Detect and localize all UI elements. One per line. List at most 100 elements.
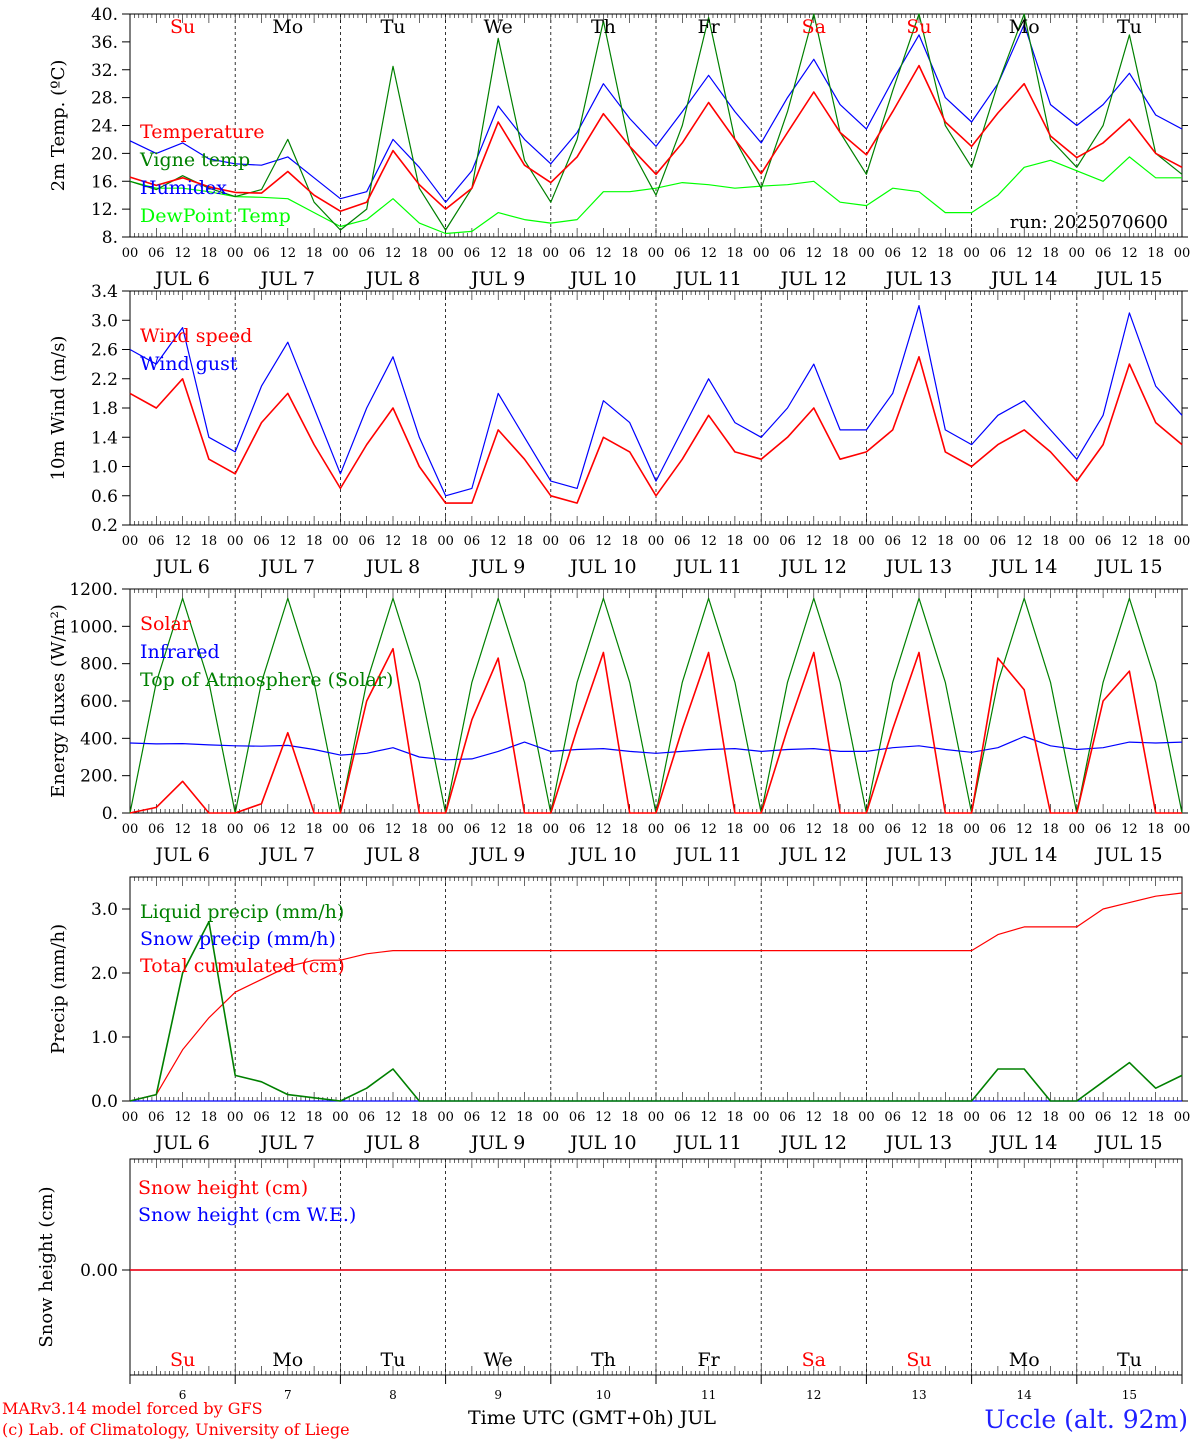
hour-label: 18 [306,246,323,261]
date-label: JUL 14 [989,1132,1057,1154]
hour-label: 00 [963,822,980,837]
hour-label: 06 [779,246,796,261]
legend-entry: Top of Atmosphere (Solar) [140,669,393,691]
y-tick-label: 400. [80,729,118,749]
hour-label: 18 [937,822,954,837]
hour-label: 00 [543,822,560,837]
y-tick-label: 0.00 [80,1261,118,1281]
date-label: JUL 9 [469,268,525,290]
hour-label: 18 [621,1110,638,1125]
hour-label: 18 [306,534,323,549]
hour-label: 00 [1174,534,1191,549]
hour-label: 18 [516,534,533,549]
hour-label: 00 [332,534,349,549]
hour-label: 06 [569,1110,586,1125]
date-label: JUL 9 [469,556,525,578]
day-number-label: 11 [701,1388,716,1402]
hour-label: 18 [727,534,744,549]
y-axis-label: 10m Wind (m/s) [48,336,69,481]
y-tick-label: 24. [91,117,118,137]
hour-label: 00 [1069,246,1086,261]
hour-label: 12 [700,534,717,549]
hour-label: 12 [385,822,402,837]
hour-label: 06 [569,534,586,549]
hour-label: 12 [280,822,297,837]
hour-label: 00 [227,1110,244,1125]
hour-label: 12 [700,246,717,261]
plot-frame [129,588,1183,814]
hour-label: 06 [1095,1110,1112,1125]
hour-label: 06 [1095,246,1112,261]
hour-label: 12 [911,534,928,549]
hour-label: 12 [385,534,402,549]
hour-label: 18 [201,534,218,549]
hour-label: 12 [806,1110,823,1125]
hour-label: 18 [621,534,638,549]
hour-label: 06 [779,1110,796,1125]
day-number-label: 15 [1122,1388,1137,1402]
day-number-label: 8 [389,1388,397,1402]
hour-label: 00 [648,534,665,549]
legend-entry: Liquid precip (mm/h) [140,901,344,923]
hour-label: 18 [201,822,218,837]
hour-label: 00 [543,534,560,549]
date-label: JUL 15 [1094,844,1162,866]
date-label: JUL 6 [153,1132,209,1154]
hour-label: 06 [358,246,375,261]
y-tick-label: 2.2 [91,370,118,390]
x-ticks [129,877,1183,1101]
date-label: JUL 12 [779,268,847,290]
y-tick-label: 0. [102,804,118,824]
panel-4: 0.0 1.0 2.0 3.0 Precip (mm/h) Liquid precip (… [48,876,1190,1154]
hour-label: 18 [832,534,849,549]
weekday-label-top: Su [170,16,195,38]
date-label: JUL 8 [364,1132,420,1154]
hour-label: 06 [1095,822,1112,837]
panel-2: 0.2 0.6 1.0 1.4 1.8 2.2 2.6 3.0 3.4 10m Wind (m/s… [48,282,1190,578]
x-ticks [129,291,1183,525]
hour-label: 00 [963,246,980,261]
date-label: JUL 12 [779,556,847,578]
hour-label: 06 [358,1110,375,1125]
hour-label: 00 [543,1110,560,1125]
weekday-label-bottom: Fr [697,1349,720,1371]
hour-label: 12 [280,246,297,261]
weekday-label-top: Mo [1009,16,1040,38]
date-label: JUL 15 [1094,556,1162,578]
hour-label: 00 [963,534,980,549]
weekday-label-top: Su [906,16,931,38]
date-label: JUL 6 [153,268,209,290]
day-number-label: 12 [806,1388,821,1402]
legend-entry: Wind speed [140,325,252,347]
date-label: JUL 10 [568,844,636,866]
panel-1: 8. 12. 16. 20. 24. 28. 32. 36. 40. 2m Temp. (ºC) T… [48,5,1190,290]
date-label: JUL 13 [884,556,952,578]
day-number-label: 10 [596,1388,611,1402]
day-number-label: 13 [911,1388,926,1402]
hour-label: 00 [1174,822,1191,837]
date-label: JUL 12 [779,1132,847,1154]
hour-label: 12 [700,1110,717,1125]
day-number-label: 14 [1017,1388,1033,1402]
series-line-temperature [129,64,1183,212]
hour-label: 00 [648,822,665,837]
hour-label: 00 [332,1110,349,1125]
x-axis-title: Time UTC (GMT+0h) JUL [468,1407,716,1429]
day-number-label: 9 [494,1388,502,1402]
hour-label: 18 [832,1110,849,1125]
date-label: JUL 7 [259,1132,315,1154]
hour-label: 06 [674,822,691,837]
date-label: JUL 7 [259,268,315,290]
hour-label: 00 [753,822,770,837]
hour-label: 12 [1016,534,1033,549]
hour-label: 18 [1042,822,1059,837]
weekday-label-bottom: Su [170,1349,195,1371]
weekday-label-bottom: Tu [381,1349,406,1371]
hour-label: 18 [832,822,849,837]
footer-copyright: (c) Lab. of Climatology, University of L… [2,1420,350,1439]
hour-label: 18 [832,246,849,261]
panel-5: 0.00 Snow height (cm) Snow height (cm) Snow… [36,1158,1188,1376]
hour-label: 00 [437,534,454,549]
y-tick-label: 1.0 [91,1028,118,1048]
hour-label: 18 [621,822,638,837]
